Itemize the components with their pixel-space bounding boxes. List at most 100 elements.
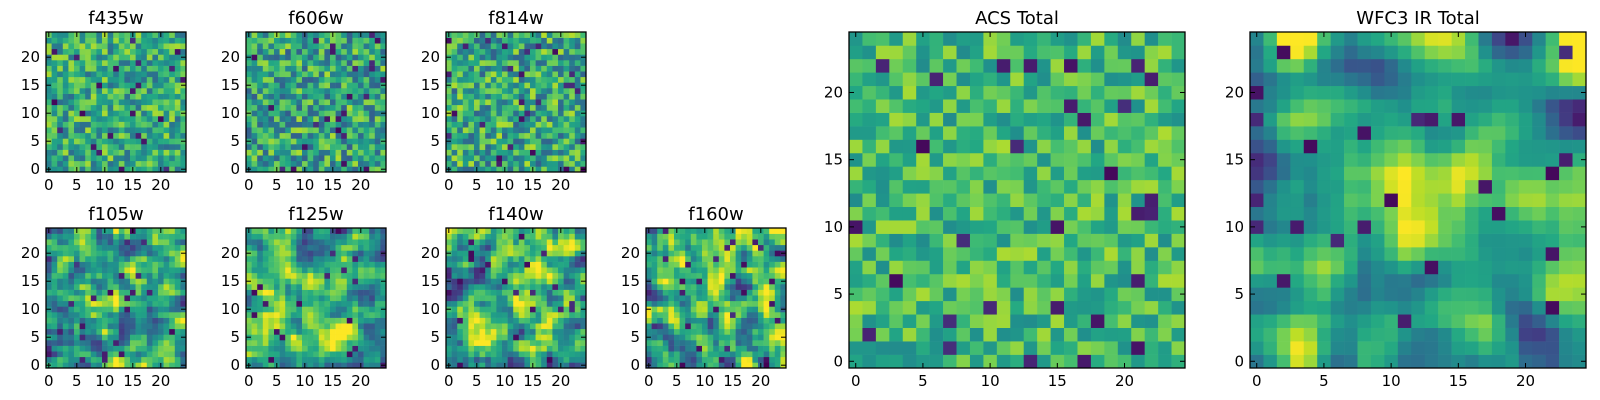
heatmap-cell bbox=[774, 295, 781, 302]
heatmap-cell bbox=[335, 356, 342, 363]
heatmap-cell bbox=[479, 144, 486, 150]
heatmap-cell bbox=[257, 256, 264, 262]
heatmap-cell bbox=[146, 71, 153, 78]
heatmap-cell bbox=[152, 138, 159, 145]
heatmap-cell bbox=[296, 317, 303, 324]
heatmap-cell bbox=[113, 362, 120, 369]
heatmap-cell bbox=[57, 127, 64, 134]
heatmap-cell bbox=[718, 278, 725, 285]
heatmap-cell bbox=[290, 256, 297, 262]
heatmap-cell bbox=[130, 76, 136, 83]
heatmap-cell bbox=[274, 351, 280, 358]
heatmap-cell bbox=[341, 256, 348, 262]
heatmap-cell bbox=[563, 300, 570, 307]
heatmap-cell bbox=[169, 328, 176, 335]
heatmap-cell bbox=[107, 323, 114, 330]
heatmap-cell bbox=[513, 121, 520, 128]
heatmap-cell bbox=[707, 278, 714, 285]
x-tick-label: 5 bbox=[672, 372, 682, 390]
heatmap-cell bbox=[380, 132, 387, 139]
heatmap-cell bbox=[758, 340, 764, 346]
heatmap-cell bbox=[713, 233, 720, 240]
heatmap-cell bbox=[124, 71, 131, 78]
heatmap-cell bbox=[279, 60, 286, 66]
heatmap-cell bbox=[916, 314, 930, 328]
heatmap-cell bbox=[107, 155, 114, 162]
heatmap-cell bbox=[707, 295, 714, 302]
heatmap-cell bbox=[318, 345, 325, 352]
heatmap-cell bbox=[513, 244, 520, 251]
heatmap-cell bbox=[563, 99, 570, 106]
heatmap-cell bbox=[85, 32, 92, 38]
heatmap-cell bbox=[341, 334, 348, 341]
heatmap-cell bbox=[1131, 354, 1145, 369]
heatmap-cell bbox=[330, 149, 336, 156]
heatmap-cell bbox=[358, 93, 364, 100]
heatmap-cell bbox=[580, 37, 587, 44]
heatmap-cell bbox=[163, 328, 170, 335]
heatmap-cell bbox=[502, 250, 508, 257]
heatmap-cell bbox=[335, 250, 342, 257]
heatmap-cell bbox=[943, 233, 957, 248]
heatmap-cell bbox=[313, 149, 320, 156]
heatmap-cell bbox=[268, 88, 275, 94]
heatmap-cell bbox=[679, 284, 686, 290]
heatmap-cell bbox=[679, 233, 686, 240]
heatmap-cell bbox=[262, 110, 269, 117]
heatmap-cell bbox=[875, 287, 890, 302]
heatmap-cell bbox=[324, 149, 331, 156]
heatmap-cell bbox=[474, 37, 480, 44]
heatmap-cell bbox=[1090, 314, 1105, 328]
heatmap-cell bbox=[262, 323, 269, 330]
heatmap-cell bbox=[268, 239, 275, 246]
heatmap-cell bbox=[74, 116, 80, 122]
heatmap-cell bbox=[146, 76, 153, 83]
heatmap-cell bbox=[1117, 354, 1132, 369]
heatmap-cell bbox=[174, 88, 181, 94]
heatmap-cell bbox=[107, 160, 114, 167]
heatmap-cell bbox=[62, 289, 69, 296]
heatmap-cell bbox=[130, 272, 136, 279]
heatmap-cell bbox=[68, 256, 75, 262]
heatmap-cell bbox=[257, 160, 264, 167]
heatmap-cell bbox=[774, 272, 781, 279]
heatmap-cell bbox=[457, 93, 464, 100]
heatmap-cell bbox=[358, 155, 364, 162]
heatmap-cell bbox=[352, 289, 359, 296]
heatmap-cell bbox=[96, 138, 103, 145]
heatmap-cell bbox=[541, 99, 548, 106]
heatmap-cell bbox=[889, 247, 904, 261]
heatmap-cell bbox=[85, 48, 92, 55]
heatmap-cell bbox=[279, 144, 286, 150]
heatmap-cell bbox=[352, 71, 359, 78]
heatmap-cell bbox=[752, 328, 759, 335]
heatmap-cell bbox=[141, 323, 148, 330]
heatmap-cell bbox=[730, 328, 736, 335]
heatmap-cell bbox=[983, 327, 998, 342]
heatmap-cell bbox=[657, 328, 664, 335]
heatmap-cell bbox=[679, 345, 686, 352]
heatmap-cell bbox=[674, 340, 680, 346]
heatmap-cell bbox=[262, 334, 269, 341]
heatmap-cell bbox=[541, 295, 548, 302]
heatmap-cell bbox=[307, 351, 314, 358]
heatmap-cell bbox=[513, 250, 520, 257]
heatmap-cell bbox=[135, 121, 142, 128]
heatmap-cell bbox=[380, 60, 387, 66]
heatmap-cell bbox=[102, 239, 108, 246]
y-tick-label: 20 bbox=[421, 244, 440, 262]
heatmap-cell bbox=[468, 345, 475, 352]
heatmap-cell bbox=[346, 289, 353, 296]
heatmap-cell bbox=[685, 244, 692, 251]
heatmap-cell bbox=[113, 289, 120, 296]
heatmap-cell bbox=[307, 116, 314, 122]
y-tick-label: 0 bbox=[230, 356, 240, 374]
heatmap-cell bbox=[735, 362, 742, 369]
heatmap-cell bbox=[513, 272, 520, 279]
heatmap-cell bbox=[257, 82, 264, 89]
heatmap-cell bbox=[152, 149, 159, 156]
heatmap-cell bbox=[574, 362, 581, 369]
heatmap-cell bbox=[318, 328, 325, 335]
heatmap-cell bbox=[758, 351, 764, 358]
heatmap-cell bbox=[251, 93, 258, 100]
